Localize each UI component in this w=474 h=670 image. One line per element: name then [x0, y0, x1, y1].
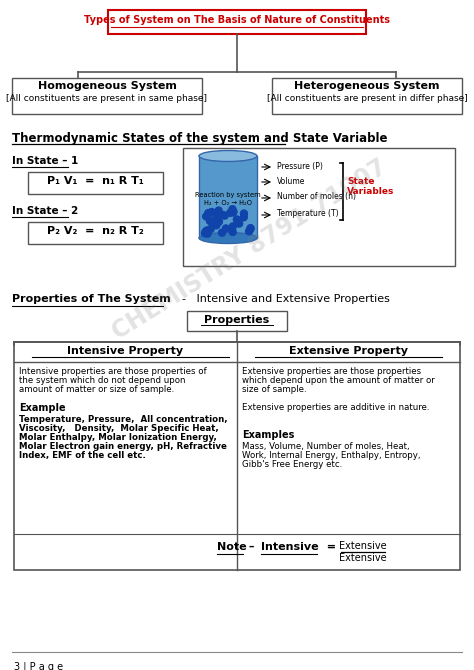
Circle shape	[240, 210, 247, 217]
FancyBboxPatch shape	[14, 342, 460, 570]
Text: Example: Example	[19, 403, 65, 413]
Text: =: =	[319, 542, 336, 552]
Circle shape	[210, 218, 217, 225]
Text: Temperature, Pressure,  All concentration,: Temperature, Pressure, All concentration…	[19, 415, 228, 424]
Text: Mass, Volume, Number of moles, Heat,: Mass, Volume, Number of moles, Heat,	[242, 442, 410, 451]
Circle shape	[216, 218, 222, 225]
Text: Intensive: Intensive	[261, 542, 319, 552]
Circle shape	[233, 216, 240, 223]
Text: Extensive Property: Extensive Property	[289, 346, 408, 356]
Circle shape	[230, 208, 237, 215]
Text: Examples: Examples	[242, 430, 294, 440]
Circle shape	[215, 207, 222, 214]
Text: Temperature (T): Temperature (T)	[277, 210, 338, 218]
Circle shape	[214, 218, 221, 226]
Text: Viscosity,   Density,  Molar Specific Heat,: Viscosity, Density, Molar Specific Heat,	[19, 424, 219, 433]
Text: State
Variables: State Variables	[347, 177, 394, 196]
Text: P₂ V₂  =  n₂ R T₂: P₂ V₂ = n₂ R T₂	[47, 226, 144, 236]
Circle shape	[247, 224, 254, 232]
FancyBboxPatch shape	[183, 148, 455, 266]
Text: –: –	[245, 542, 262, 552]
Text: -   Intensive and Extensive Properties: - Intensive and Extensive Properties	[175, 294, 390, 304]
Circle shape	[206, 217, 213, 224]
Text: Reaction by system: Reaction by system	[195, 192, 261, 198]
Text: [All constituents are present in differ phase]: [All constituents are present in differ …	[266, 94, 467, 103]
Text: 3 | P a g e: 3 | P a g e	[14, 662, 63, 670]
FancyBboxPatch shape	[108, 10, 366, 34]
Text: amount of matter or size of sample.: amount of matter or size of sample.	[19, 385, 174, 394]
Circle shape	[205, 210, 212, 216]
Circle shape	[222, 225, 229, 232]
Circle shape	[215, 214, 221, 221]
Text: Homogeneous System: Homogeneous System	[37, 81, 176, 91]
Bar	[199, 156, 257, 238]
Text: H₂ + O₂ → H₂O: H₂ + O₂ → H₂O	[204, 200, 252, 206]
Circle shape	[213, 222, 220, 228]
FancyBboxPatch shape	[187, 311, 287, 331]
Text: Work, Internal Energy, Enthalpy, Entropy,: Work, Internal Energy, Enthalpy, Entropy…	[242, 451, 420, 460]
Circle shape	[229, 223, 237, 230]
Circle shape	[230, 209, 237, 216]
Circle shape	[229, 206, 236, 212]
Text: P₁ V₁  =  n₁ R T₁: P₁ V₁ = n₁ R T₁	[47, 176, 144, 186]
Text: Properties: Properties	[204, 315, 270, 325]
Circle shape	[240, 214, 247, 221]
Text: the system which do not depend upon: the system which do not depend upon	[19, 376, 185, 385]
Text: [All constituents are present in same phase]: [All constituents are present in same ph…	[7, 94, 208, 103]
FancyBboxPatch shape	[28, 172, 163, 194]
Text: Note: Note	[217, 542, 246, 552]
Text: Extensive properties are those properties: Extensive properties are those propertie…	[242, 367, 421, 376]
Circle shape	[209, 209, 216, 216]
Text: Extensive: Extensive	[339, 553, 387, 563]
FancyBboxPatch shape	[28, 222, 163, 244]
Circle shape	[236, 220, 243, 227]
Circle shape	[219, 212, 226, 218]
Text: Extensive: Extensive	[339, 541, 387, 551]
Text: Types of System on The Basis of Nature of Constituents: Types of System on The Basis of Nature o…	[84, 15, 390, 25]
Text: Properties of The System: Properties of The System	[12, 294, 171, 304]
Text: In State – 1: In State – 1	[12, 156, 78, 166]
Circle shape	[246, 228, 253, 234]
Text: Number of moles (n): Number of moles (n)	[277, 192, 356, 202]
Circle shape	[219, 229, 226, 237]
Text: size of sample.: size of sample.	[242, 385, 307, 394]
Circle shape	[221, 212, 228, 219]
Text: Thermodynamic States of the system and State Variable: Thermodynamic States of the system and S…	[12, 132, 388, 145]
Circle shape	[201, 230, 209, 237]
Circle shape	[207, 225, 214, 232]
Ellipse shape	[199, 151, 257, 161]
Text: Intensive Property: Intensive Property	[67, 346, 183, 356]
Circle shape	[204, 229, 210, 236]
Text: Volume: Volume	[277, 176, 305, 186]
Text: Intensive properties are those properties of: Intensive properties are those propertie…	[19, 367, 207, 376]
Text: which depend upon the amount of matter or: which depend upon the amount of matter o…	[242, 376, 435, 385]
Circle shape	[229, 228, 236, 235]
Text: Molar Electron gain energy, pH, Refractive: Molar Electron gain energy, pH, Refracti…	[19, 442, 227, 451]
FancyBboxPatch shape	[272, 78, 462, 114]
Circle shape	[215, 218, 222, 225]
Circle shape	[203, 213, 210, 220]
Circle shape	[208, 208, 215, 216]
Circle shape	[227, 209, 234, 216]
Text: Pressure (P): Pressure (P)	[277, 161, 323, 170]
Text: Gibb's Free Energy etc.: Gibb's Free Energy etc.	[242, 460, 342, 469]
Text: Index, EMF of the cell etc.: Index, EMF of the cell etc.	[19, 451, 146, 460]
Circle shape	[203, 227, 210, 234]
Text: CHEMISTRY 8791-71007: CHEMISTRY 8791-71007	[109, 155, 392, 344]
Text: Extensive properties are additive in nature.: Extensive properties are additive in nat…	[242, 403, 429, 412]
Text: Heterogeneous System: Heterogeneous System	[294, 81, 440, 91]
Text: Molar Enthalpy, Molar Ionization Energy,: Molar Enthalpy, Molar Ionization Energy,	[19, 433, 217, 442]
Circle shape	[202, 228, 209, 235]
Circle shape	[204, 230, 211, 237]
Text: In State – 2: In State – 2	[12, 206, 78, 216]
Ellipse shape	[199, 232, 257, 243]
Circle shape	[247, 226, 254, 232]
FancyBboxPatch shape	[12, 78, 202, 114]
